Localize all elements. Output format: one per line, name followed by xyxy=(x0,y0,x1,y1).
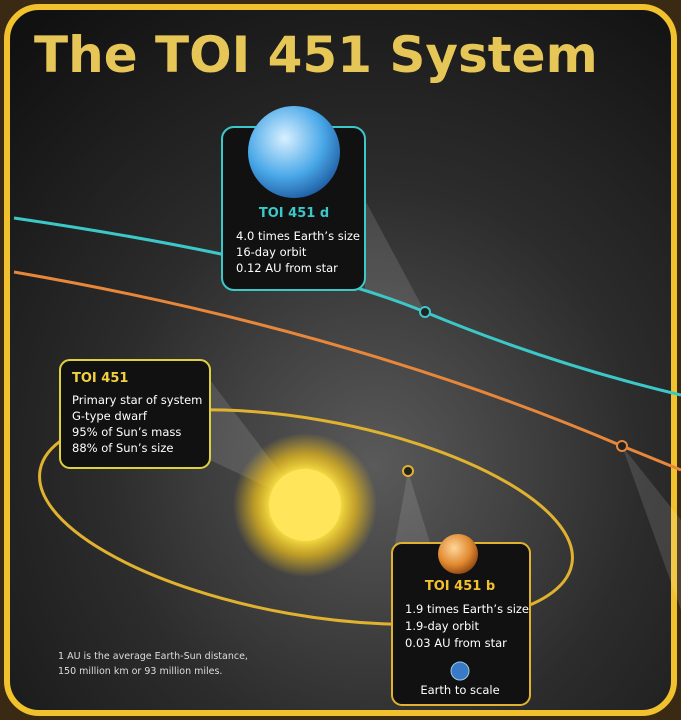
fact: 1.9 times Earth’s size xyxy=(405,602,529,616)
fact: 16-day orbit xyxy=(236,245,307,259)
fact: 4.0 times Earth’s size xyxy=(236,229,360,243)
footnote: 1 AU is the average Earth-Sun distance, xyxy=(58,651,248,662)
planet-d-position xyxy=(420,307,430,317)
earth-icon xyxy=(451,662,469,680)
fact: 95% of Sun’s mass xyxy=(72,425,181,439)
fact: G-type dwarf xyxy=(72,409,148,423)
earth-note: Earth to scale xyxy=(420,683,499,697)
footnote: 150 million km or 93 million miles. xyxy=(58,666,222,677)
planet-c-position xyxy=(617,441,627,451)
planet-name: TOI 451 b xyxy=(425,579,495,594)
star xyxy=(269,469,341,541)
fact: 1.9-day orbit xyxy=(405,619,480,633)
fact: Primary star of system xyxy=(72,393,202,407)
planet-d xyxy=(248,106,340,198)
planet-name: TOI 451 d xyxy=(259,206,329,221)
planet-b-position xyxy=(403,466,413,476)
fact: 0.12 AU from star xyxy=(236,261,338,275)
planet-b xyxy=(438,534,478,574)
title: The TOI 451 System xyxy=(34,26,598,84)
fact: 0.03 AU from star xyxy=(405,636,507,650)
fact: 88% of Sun’s size xyxy=(72,441,173,455)
star-name: TOI 451 xyxy=(72,371,128,386)
infographic: The TOI 451 System TOI 451 d 4.0 times E… xyxy=(0,0,681,720)
